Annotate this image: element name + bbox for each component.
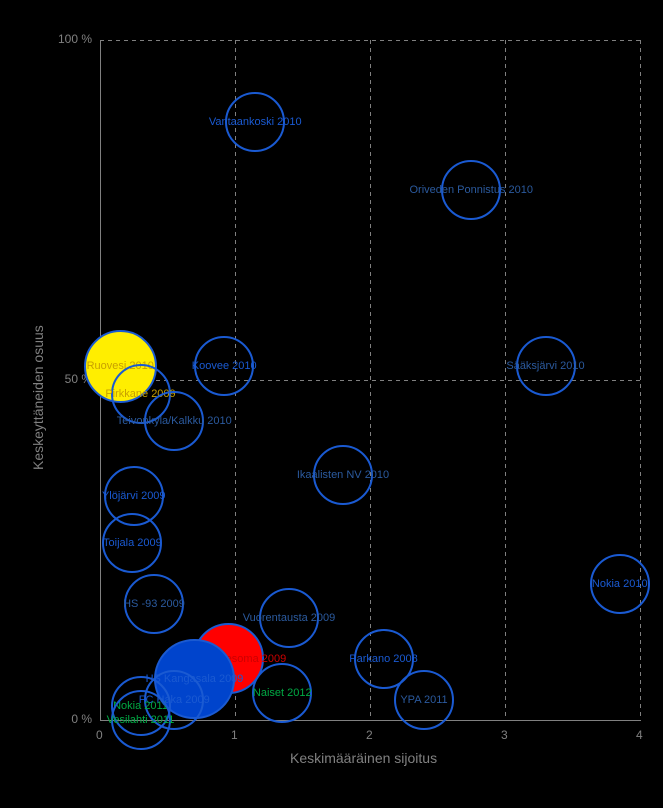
- bubble-label: Koovee 2010: [192, 360, 257, 372]
- bubble-label: Vuorentausta 2009: [243, 612, 336, 624]
- bubble-label: Toijala 2009: [103, 537, 162, 549]
- bubble-label: Vesilahti 2011: [107, 714, 175, 726]
- x-axis-tick-label: 2: [366, 728, 373, 742]
- y-axis-tick-label: 0 %: [71, 712, 92, 726]
- bubble-label: Ylöjärvi 2009: [102, 490, 166, 502]
- y-axis-title: Keskeyttäneiden osuus: [30, 325, 46, 470]
- x-axis-title: Keskimääräinen sijoitus: [290, 750, 437, 766]
- bubble-chart: Keskeyttäneiden osuus Keskimääräinen sij…: [0, 0, 663, 808]
- y-axis-tick-label: 100 %: [58, 32, 92, 46]
- grid-line-horizontal: [100, 40, 640, 41]
- grid-line-vertical: [640, 40, 641, 720]
- bubble-label: YPA 2011: [400, 694, 447, 706]
- bubble-label: Ikaalisten NV 2010: [297, 469, 389, 481]
- bubble-label: Teivonkyla/Kalkku 2010: [117, 415, 232, 427]
- bubble-label: Vantaankoski 2010: [209, 116, 302, 128]
- bubble-label: Parkano 2008: [349, 653, 418, 665]
- bubble-label: Nokia 2010: [592, 578, 648, 590]
- bubble-label: Oriveden Ponnistus 2010: [409, 184, 533, 196]
- x-axis-tick-label: 3: [501, 728, 508, 742]
- bubble-label: Naiset 2012: [253, 687, 312, 699]
- x-axis-tick-label: 4: [636, 728, 643, 742]
- bubble-label: HS -93 2009: [123, 598, 185, 610]
- x-axis-tick-label: 0: [96, 728, 103, 742]
- x-axis-tick-label: 1: [231, 728, 238, 742]
- bubble-label: Sääksjärvi 2010: [506, 360, 584, 372]
